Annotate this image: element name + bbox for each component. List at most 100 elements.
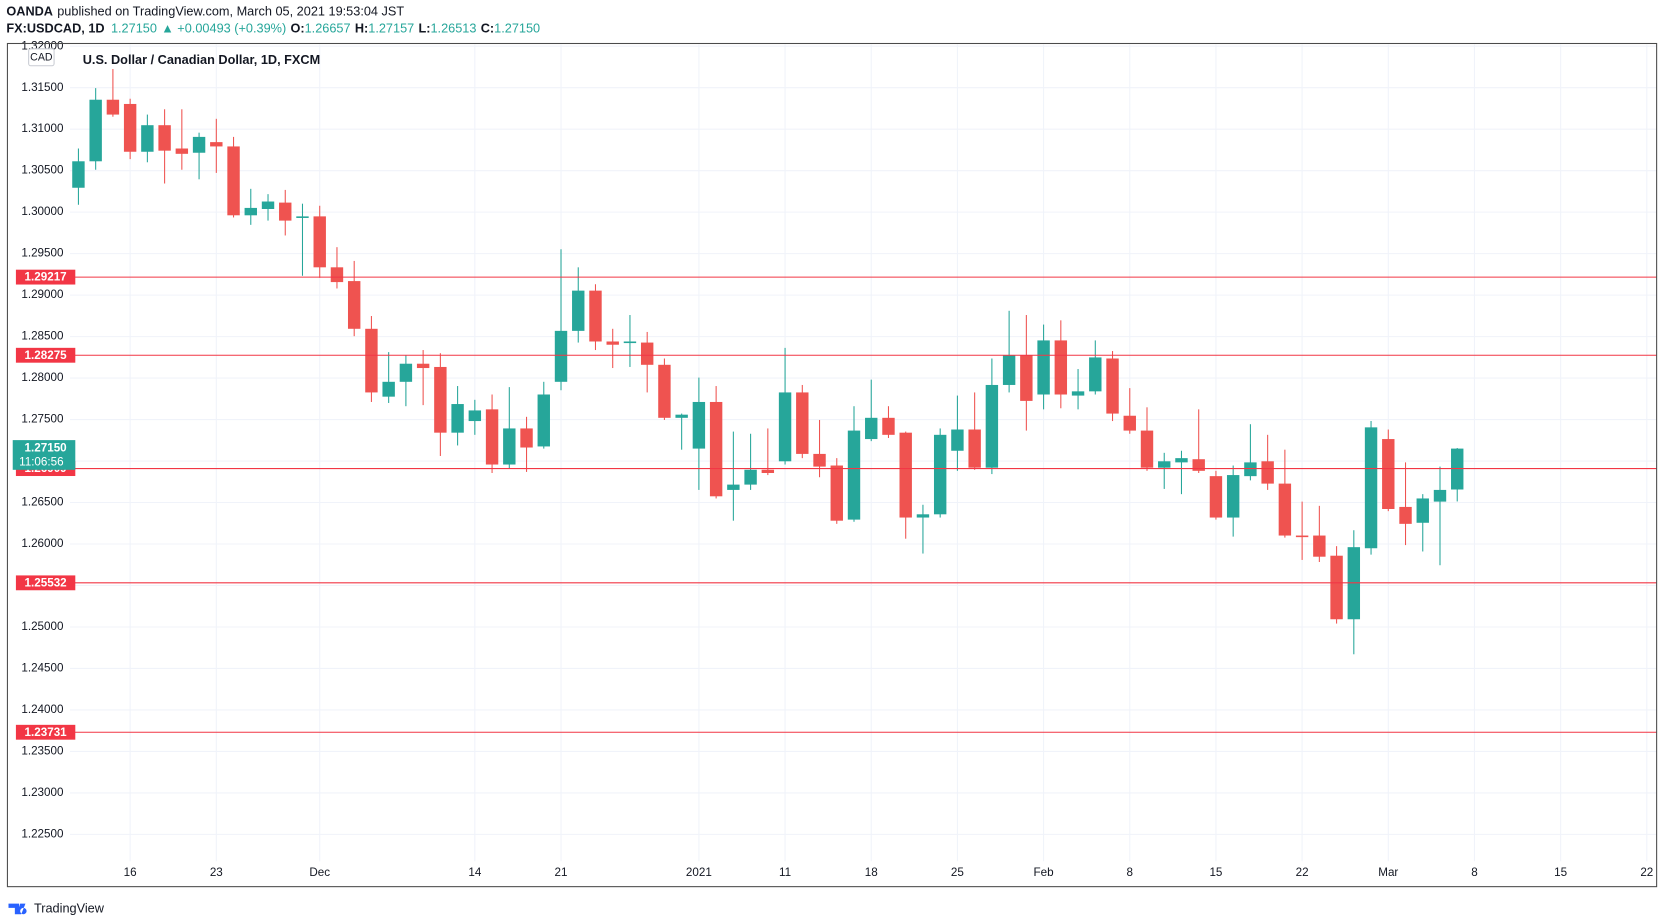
y-tick-label: 1.28500 — [21, 330, 64, 343]
ohlc-label: L: — [418, 21, 430, 36]
candle-body — [1106, 358, 1119, 414]
candle-body — [951, 429, 964, 451]
y-tick-label: 1.25000 — [21, 620, 64, 633]
candle-body — [416, 363, 430, 369]
candle-body — [1433, 489, 1447, 502]
candle-body — [1278, 483, 1292, 536]
candle-body — [434, 366, 447, 433]
candle-body — [1226, 475, 1240, 518]
y-tick-label: 1.31500 — [21, 81, 64, 94]
candle-body — [158, 125, 171, 151]
candle-body — [1261, 461, 1274, 484]
candle-body — [141, 125, 154, 152]
candle-body — [709, 401, 723, 497]
ohlc-value: 1.27150 — [494, 21, 540, 36]
y-tick-label: 1.22500 — [21, 827, 64, 840]
candle-body — [968, 429, 981, 468]
candle-body — [589, 290, 602, 342]
candle-body — [261, 201, 275, 209]
candle-body — [933, 434, 947, 515]
candle-body — [1330, 555, 1343, 620]
publisher: OANDA — [6, 4, 53, 19]
candle-body — [916, 514, 930, 518]
candle-body — [485, 409, 499, 465]
candle-body — [744, 469, 757, 485]
candle-body — [1313, 535, 1326, 557]
x-tick-label: 23 — [210, 866, 223, 879]
y-tick-label: 1.26500 — [21, 496, 64, 509]
candle-body — [192, 136, 206, 153]
x-tick-label: 18 — [865, 866, 878, 879]
candle-body — [640, 342, 654, 365]
candle-body — [761, 469, 775, 473]
candle-body — [1002, 355, 1016, 385]
candle-body — [830, 465, 843, 521]
last-price-box — [12, 440, 76, 470]
candle-body — [520, 428, 533, 448]
ohlc-value: 1.26657 — [305, 21, 351, 36]
y-tick-label: 1.30500 — [21, 164, 64, 177]
plot: 1.22500 1.23000 1.23500 1.24000 1.24500 1.250… — [12, 39, 1657, 879]
candle-body — [554, 330, 568, 382]
candle-body — [1158, 461, 1171, 468]
x-tick-label: Mar — [1378, 866, 1398, 879]
x-tick-label: 14 — [468, 866, 481, 879]
x-tick-label: 8 — [1127, 866, 1133, 879]
x-tick-label: 15 — [1554, 866, 1567, 879]
y-tick-label: 1.31000 — [21, 122, 64, 135]
candle-body — [1089, 357, 1102, 392]
candle-body — [1037, 340, 1050, 395]
candle-body — [347, 281, 361, 329]
level-label-box — [15, 347, 76, 363]
y-tick-label: 1.24000 — [21, 703, 64, 716]
countdown: 11:06:56 — [19, 455, 64, 468]
last-price: 1.27150 — [25, 442, 67, 455]
published: published on TradingView.com, March 05, … — [57, 4, 404, 19]
ohlc-value: 1.26513 — [430, 21, 476, 36]
candle-body — [572, 290, 585, 331]
level-label: 1.29217 — [25, 271, 67, 284]
candle-body — [1399, 506, 1412, 524]
x-tick-label: 22 — [1640, 866, 1653, 879]
candle-body — [623, 341, 637, 344]
candle-body — [658, 364, 671, 418]
level-label-box — [15, 724, 76, 740]
candle-body — [210, 142, 223, 147]
candle-body — [1295, 535, 1309, 538]
candle-body — [244, 207, 257, 216]
candle-body — [468, 410, 482, 422]
y-tick-label: 1.24500 — [21, 662, 64, 675]
candle-body — [692, 401, 706, 449]
y-tick-label: 1.23000 — [21, 786, 64, 799]
level-label-box — [15, 269, 76, 285]
candle-body — [1140, 430, 1154, 468]
currency-box — [28, 48, 55, 67]
y-tick-label: 1.26000 — [21, 537, 64, 550]
y-tick-label: 1.29500 — [21, 247, 64, 260]
brand: TradingView — [34, 900, 105, 915]
level-label: 1.25532 — [25, 576, 68, 589]
level-label: 1.28275 — [25, 349, 68, 362]
candle-body — [606, 341, 619, 345]
candle-body — [1382, 439, 1395, 509]
symbol: FX:USDCAD, 1D — [6, 21, 104, 36]
x-tick-label: 11 — [779, 866, 791, 879]
ohlc-label: C: — [481, 21, 494, 36]
x-tick-label: 8 — [1471, 866, 1477, 879]
candle-body — [796, 392, 809, 454]
candle-body — [106, 99, 120, 115]
candle-body — [175, 148, 189, 154]
ohlc-value: 1.27157 — [368, 21, 414, 36]
level-label-box — [15, 575, 76, 591]
candle-body — [1123, 415, 1136, 431]
candle-body — [1364, 427, 1378, 549]
y-tick-label: 1.27500 — [21, 413, 64, 426]
candle-body — [1209, 476, 1223, 518]
x-tick-label: 16 — [124, 866, 137, 879]
candle-body — [503, 428, 516, 465]
x-tick-label: 21 — [555, 866, 568, 879]
candle-body — [123, 103, 137, 152]
candle-body — [89, 99, 102, 162]
